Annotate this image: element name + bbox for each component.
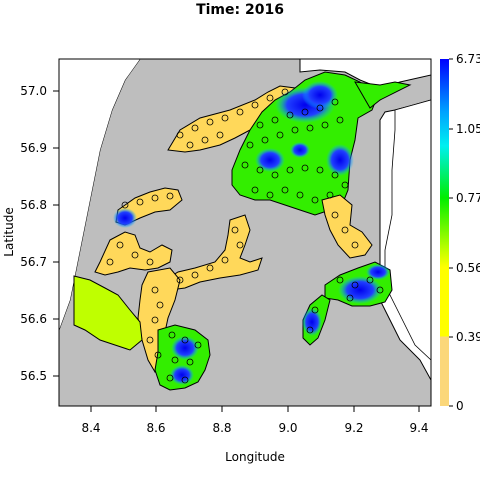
colorbar-label: 0.39 — [456, 330, 480, 344]
x-tick-label: 9.2 — [344, 421, 363, 435]
colorbar-ramp — [440, 59, 449, 406]
y-axis-label: Latitude — [2, 207, 16, 256]
x-tick-label: 9.0 — [278, 421, 297, 435]
y-tick-label: 56.7 — [20, 255, 47, 269]
x-tick-label: 8.4 — [81, 421, 100, 435]
sampling-stations — [106, 88, 384, 384]
water-left-coast — [59, 59, 140, 330]
y-tick-label: 56.6 — [20, 312, 47, 326]
y-tick-label: 56.8 — [20, 198, 47, 212]
high-value-patches — [113, 81, 390, 385]
plot-area — [59, 59, 431, 406]
x-tick-label: 8.6 — [146, 421, 165, 435]
y-axis: 56.5 56.6 56.7 56.8 56.9 57.0 Latitude — [2, 84, 59, 383]
x-tick-label: 8.8 — [212, 421, 231, 435]
plot-frame — [58, 58, 432, 407]
chart-title: Time: 2016 — [196, 2, 284, 18]
y-tick-label: 57.0 — [20, 84, 47, 98]
y-tick-label: 56.9 — [20, 141, 47, 155]
colorbar-label: 0 — [456, 399, 464, 413]
colorbar-label: 1.05 — [456, 122, 480, 136]
colorbar-label: 0.77 — [456, 191, 480, 205]
y-tick-label: 56.5 — [20, 369, 47, 383]
colorbar: 0 0.39 0.56 0.77 1.05 6.73 — [440, 52, 480, 413]
colorbar-label: 6.73 — [456, 52, 480, 66]
x-axis-label: Longitude — [225, 450, 285, 464]
water-east — [384, 99, 431, 361]
x-axis: 8.4 8.6 8.8 9.0 9.2 9.4 Longitude — [81, 406, 429, 464]
x-tick-label: 9.4 — [409, 421, 428, 435]
colorbar-label: 0.56 — [456, 261, 480, 275]
